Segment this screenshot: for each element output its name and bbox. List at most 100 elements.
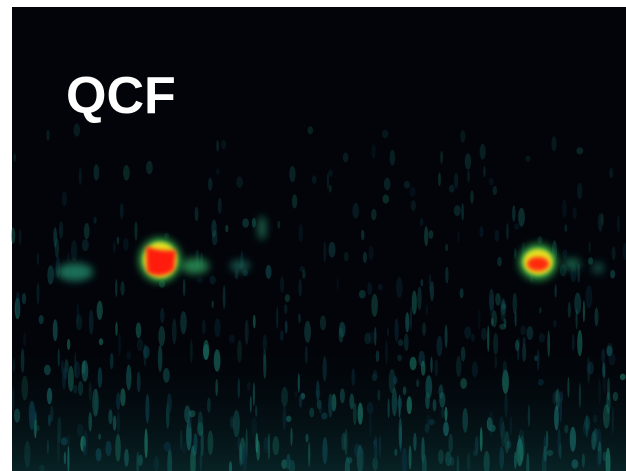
noise-streak bbox=[47, 440, 49, 455]
noise-streak bbox=[559, 443, 561, 459]
noise-streak bbox=[50, 406, 53, 422]
noise-streak bbox=[537, 236, 542, 244]
noise-streak bbox=[369, 414, 372, 438]
noise-streak bbox=[247, 382, 251, 391]
noise-streak bbox=[225, 225, 228, 233]
noise-streak bbox=[329, 185, 332, 193]
noise-streak bbox=[528, 405, 530, 427]
noise-streak bbox=[55, 238, 59, 258]
noise-streak bbox=[429, 230, 434, 239]
noise-streak bbox=[617, 215, 620, 232]
noise-streak bbox=[266, 265, 272, 279]
noise-streak bbox=[494, 230, 499, 242]
noise-streak bbox=[272, 436, 279, 455]
noise-streak bbox=[143, 344, 146, 367]
noise-streak bbox=[583, 300, 585, 322]
noise-streak bbox=[488, 411, 494, 436]
noise-streak bbox=[445, 407, 448, 422]
noise-streak bbox=[421, 361, 426, 376]
noise-streak bbox=[47, 265, 54, 284]
noise-streak bbox=[461, 203, 464, 221]
noise-streak bbox=[154, 456, 160, 471]
noise-streak bbox=[493, 186, 498, 195]
noise-streak bbox=[108, 409, 112, 424]
noise-streak bbox=[441, 406, 444, 418]
noise-streak bbox=[211, 300, 214, 308]
noise-streak bbox=[404, 334, 409, 351]
noise-streak bbox=[513, 293, 518, 315]
noise-streak bbox=[412, 290, 417, 314]
noise-streak bbox=[124, 449, 129, 467]
noise-streak bbox=[180, 311, 187, 334]
noise-streak bbox=[348, 457, 353, 463]
noise-streak bbox=[172, 318, 177, 344]
noise-streak bbox=[97, 301, 103, 320]
noise-streak bbox=[489, 178, 494, 186]
noise-streak bbox=[99, 338, 103, 345]
noise-streak bbox=[397, 355, 402, 362]
noise-streak bbox=[268, 433, 270, 460]
noise-streak bbox=[158, 326, 165, 346]
noise-streak bbox=[449, 185, 454, 193]
noise-streak bbox=[405, 312, 409, 332]
noise-streak bbox=[493, 333, 498, 355]
noise-streak bbox=[281, 387, 288, 407]
noise-streak bbox=[520, 326, 526, 336]
noise-streak bbox=[526, 156, 531, 162]
noise-streak bbox=[216, 140, 219, 152]
noise-streak bbox=[74, 361, 80, 378]
page: {"label": "QCF"} QCF (() => { const data… bbox=[0, 0, 626, 471]
noise-streak bbox=[417, 287, 421, 310]
noise-streak bbox=[137, 372, 141, 393]
noise-streak bbox=[319, 405, 322, 414]
noise-streak bbox=[290, 428, 292, 446]
noise-streak bbox=[77, 424, 84, 437]
noise-streak bbox=[588, 257, 593, 264]
echo bbox=[258, 216, 266, 240]
noise-streak bbox=[435, 359, 439, 376]
noise-streak bbox=[371, 209, 376, 220]
noise-streak bbox=[576, 309, 578, 330]
noise-streak bbox=[39, 315, 44, 324]
noise-streak bbox=[158, 345, 163, 372]
noise-streak bbox=[327, 173, 329, 189]
noise-streak bbox=[16, 292, 20, 316]
noise-streak bbox=[559, 397, 562, 422]
noise-streak bbox=[94, 217, 97, 224]
noise-streak bbox=[460, 288, 464, 298]
noise-streak bbox=[464, 326, 471, 339]
noise-streak bbox=[123, 238, 128, 251]
noise-streak bbox=[120, 203, 124, 219]
noise-streak bbox=[215, 379, 218, 396]
noise-streak bbox=[113, 415, 117, 430]
noise-streak bbox=[105, 441, 111, 456]
noise-streak bbox=[495, 293, 501, 306]
noise-streak bbox=[183, 279, 186, 297]
noise-streak bbox=[460, 378, 467, 389]
noise-streak bbox=[430, 357, 432, 373]
noise-streak bbox=[499, 416, 504, 438]
noise-streak bbox=[136, 323, 142, 339]
noise-streak bbox=[280, 330, 283, 341]
noise-streak bbox=[89, 310, 94, 335]
noise-streak bbox=[547, 450, 554, 456]
noise-streak bbox=[62, 191, 67, 206]
noise-streak bbox=[497, 257, 502, 267]
noise-streak bbox=[582, 453, 585, 467]
noise-streak bbox=[413, 433, 416, 451]
noise-streak bbox=[160, 308, 164, 323]
noise-streak bbox=[612, 406, 614, 435]
noise-streak bbox=[289, 166, 295, 182]
noise-streak bbox=[58, 348, 60, 367]
noise-streak bbox=[567, 377, 569, 398]
noise-streak bbox=[184, 405, 190, 422]
noise-streak bbox=[88, 412, 92, 432]
noise-streak bbox=[76, 304, 79, 326]
noise-streak bbox=[223, 285, 226, 309]
noise-streak bbox=[543, 446, 547, 462]
noise-streak bbox=[586, 414, 588, 438]
noise-streak bbox=[12, 386, 14, 412]
noise-streak bbox=[445, 325, 448, 348]
noise-streak bbox=[607, 378, 610, 401]
noise-streak bbox=[518, 435, 521, 456]
